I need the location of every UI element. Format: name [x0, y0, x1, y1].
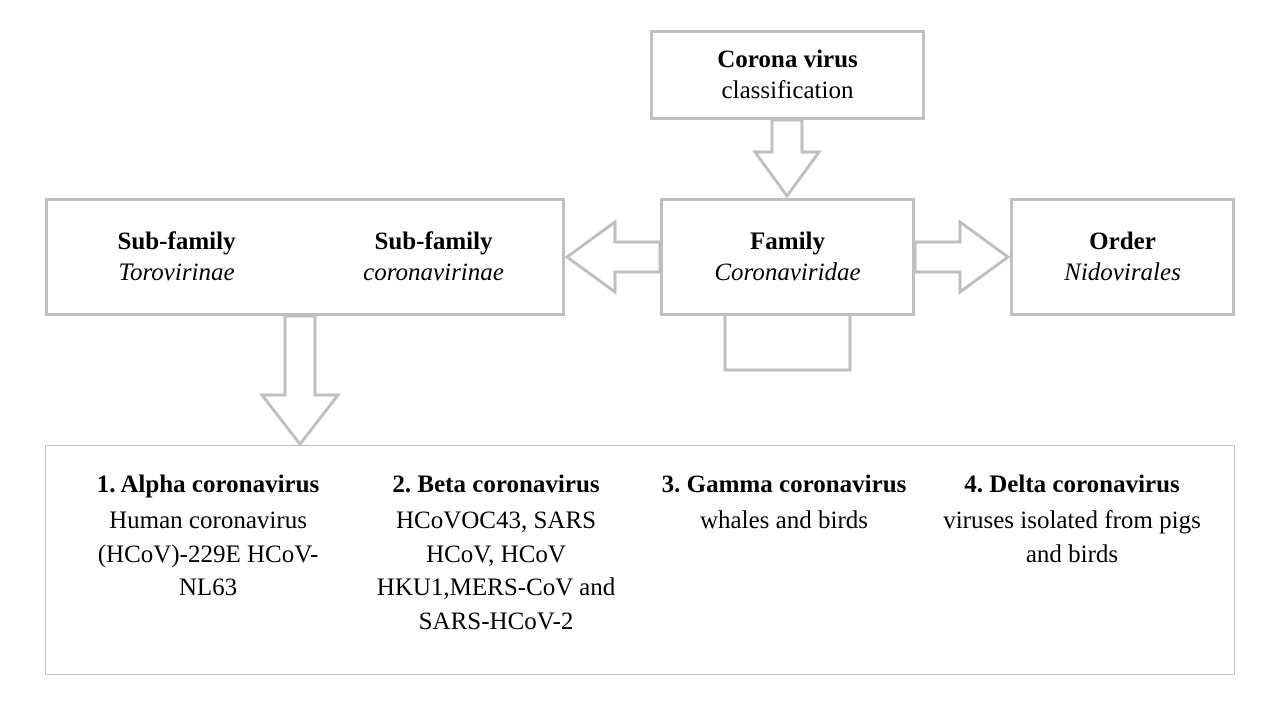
genus-beta-body: HCoVOC43, SARS HCoV, HCoV HKU1,MERS-CoV … [362, 504, 630, 639]
subfamily-left-name: Torovirinae [118, 257, 234, 288]
family-box: Family Coronaviridae [660, 198, 915, 316]
stub-below-family [725, 316, 850, 370]
diagram-canvas: Corona virus classification Family Coron… [0, 0, 1280, 718]
order-label: Order [1089, 226, 1156, 257]
genus-gamma-body: whales and birds [700, 504, 868, 538]
genus-alpha-title: 1. Alpha coronavirus [97, 468, 320, 502]
root-box: Corona virus classification [650, 30, 925, 120]
order-box: Order Nidovirales [1010, 198, 1235, 316]
family-label: Family [750, 226, 825, 257]
family-name: Coronaviridae [714, 257, 860, 288]
arrow-family-to-subfamily [567, 222, 660, 292]
genus-delta: 4. Delta coronavirus viruses isolated fr… [928, 468, 1216, 644]
genus-delta-title: 4. Delta coronavirus [964, 468, 1180, 502]
genus-delta-body: viruses isolated from pigs and birds [938, 504, 1206, 572]
genus-alpha: 1. Alpha coronavirus Human coronavirus (… [64, 468, 352, 644]
subfamily-coronavirinae: Sub-family coronavirinae [305, 201, 562, 313]
genus-gamma: 3. Gamma coronavirus whales and birds [640, 468, 928, 644]
subfamily-left-label: Sub-family [117, 226, 235, 257]
subfamily-box: Sub-family Torovirinae Sub-family corona… [45, 198, 565, 316]
genera-box: 1. Alpha coronavirus Human coronavirus (… [45, 445, 1235, 675]
subfamily-right-label: Sub-family [374, 226, 492, 257]
genus-beta: 2. Beta coronavirus HCoVOC43, SARS HCoV,… [352, 468, 640, 644]
subfamily-torovirinae: Sub-family Torovirinae [48, 201, 305, 313]
order-name: Nidovirales [1064, 257, 1181, 288]
genus-beta-title: 2. Beta coronavirus [392, 468, 599, 502]
subfamily-right-name: coronavirinae [363, 257, 504, 288]
genus-alpha-body: Human coronavirus (HCoV)-229E HCoV-NL63 [74, 504, 342, 605]
root-subtitle: classification [722, 75, 854, 106]
genus-gamma-title: 3. Gamma coronavirus [662, 468, 907, 502]
arrow-family-to-order [915, 222, 1008, 292]
arrow-subfamily-to-genera [262, 316, 338, 444]
root-title: Corona virus [717, 44, 858, 75]
arrow-root-to-family [755, 120, 819, 196]
